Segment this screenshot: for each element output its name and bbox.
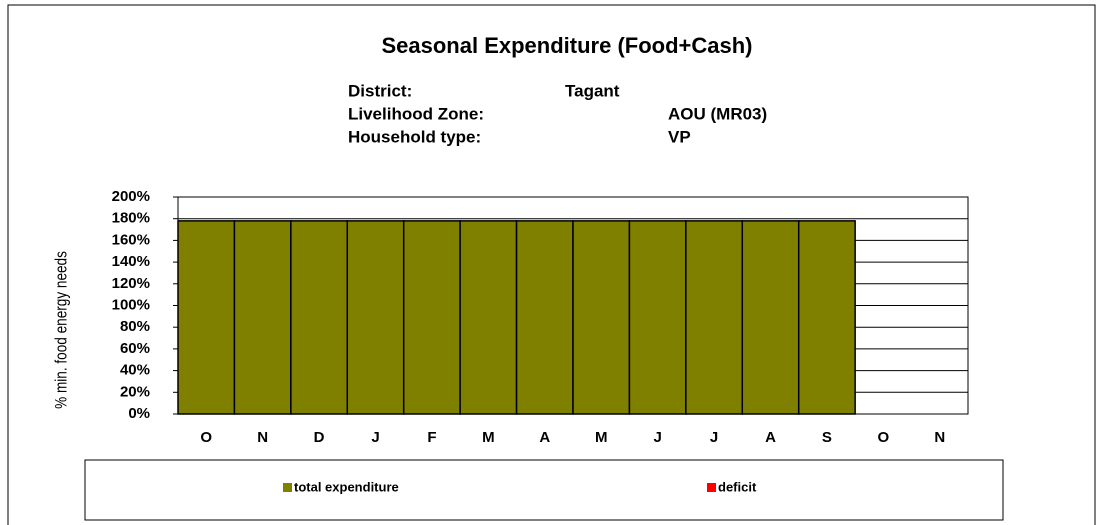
x-tick-label: J (653, 429, 661, 446)
y-tick-label: 200% (112, 188, 150, 205)
info-value: Tagant (565, 81, 620, 100)
bar (177, 220, 236, 415)
bar (233, 220, 292, 415)
y-tick-label: 40% (120, 362, 150, 379)
legend-label: total expenditure (294, 479, 399, 494)
bar (741, 220, 800, 415)
x-tick-label: O (878, 429, 890, 446)
chart-title: Seasonal Expenditure (Food+Cash) (381, 33, 752, 58)
x-tick-label: A (765, 429, 776, 446)
x-tick-label: O (200, 429, 212, 446)
bar (797, 220, 856, 415)
bar (572, 220, 631, 415)
bar (290, 220, 349, 415)
y-tick-label: 140% (112, 253, 150, 270)
x-tick-label: F (427, 429, 436, 446)
x-tick-label: M (595, 429, 608, 446)
legend-swatch (707, 483, 716, 492)
legend-label: deficit (718, 479, 757, 494)
y-tick-label: 160% (112, 231, 150, 248)
y-tick-label: 100% (112, 296, 150, 313)
x-tick-label: J (371, 429, 379, 446)
frame (7, 4, 1096, 525)
bar (685, 220, 744, 415)
info-value: AOU (MR03) (668, 104, 767, 123)
x-tick-label: D (314, 429, 325, 446)
x-tick-label: M (482, 429, 495, 446)
bar (628, 220, 687, 415)
bar (515, 220, 574, 415)
y-tick-label: 80% (120, 318, 150, 335)
bar (346, 220, 405, 415)
y-tick-label: 60% (120, 340, 150, 357)
bar (459, 220, 518, 415)
info-value: VP (668, 127, 691, 146)
legend-box (84, 459, 1004, 521)
bar (402, 220, 461, 415)
y-axis-label: % min. food energy needs (52, 251, 71, 409)
info-label: District: (348, 81, 412, 100)
y-tick-label: 0% (128, 405, 150, 422)
x-tick-label: J (710, 429, 718, 446)
x-tick-label: A (539, 429, 550, 446)
y-tick-label: 120% (112, 275, 150, 292)
y-tick-label: 180% (112, 210, 150, 227)
x-tick-label: N (257, 429, 268, 446)
info-label: Livelihood Zone: (348, 104, 484, 123)
info-label: Household type: (348, 127, 481, 146)
legend-swatch (283, 483, 292, 492)
x-tick-label: S (822, 429, 832, 446)
y-tick-label: 20% (120, 383, 150, 400)
x-tick-label: N (934, 429, 945, 446)
